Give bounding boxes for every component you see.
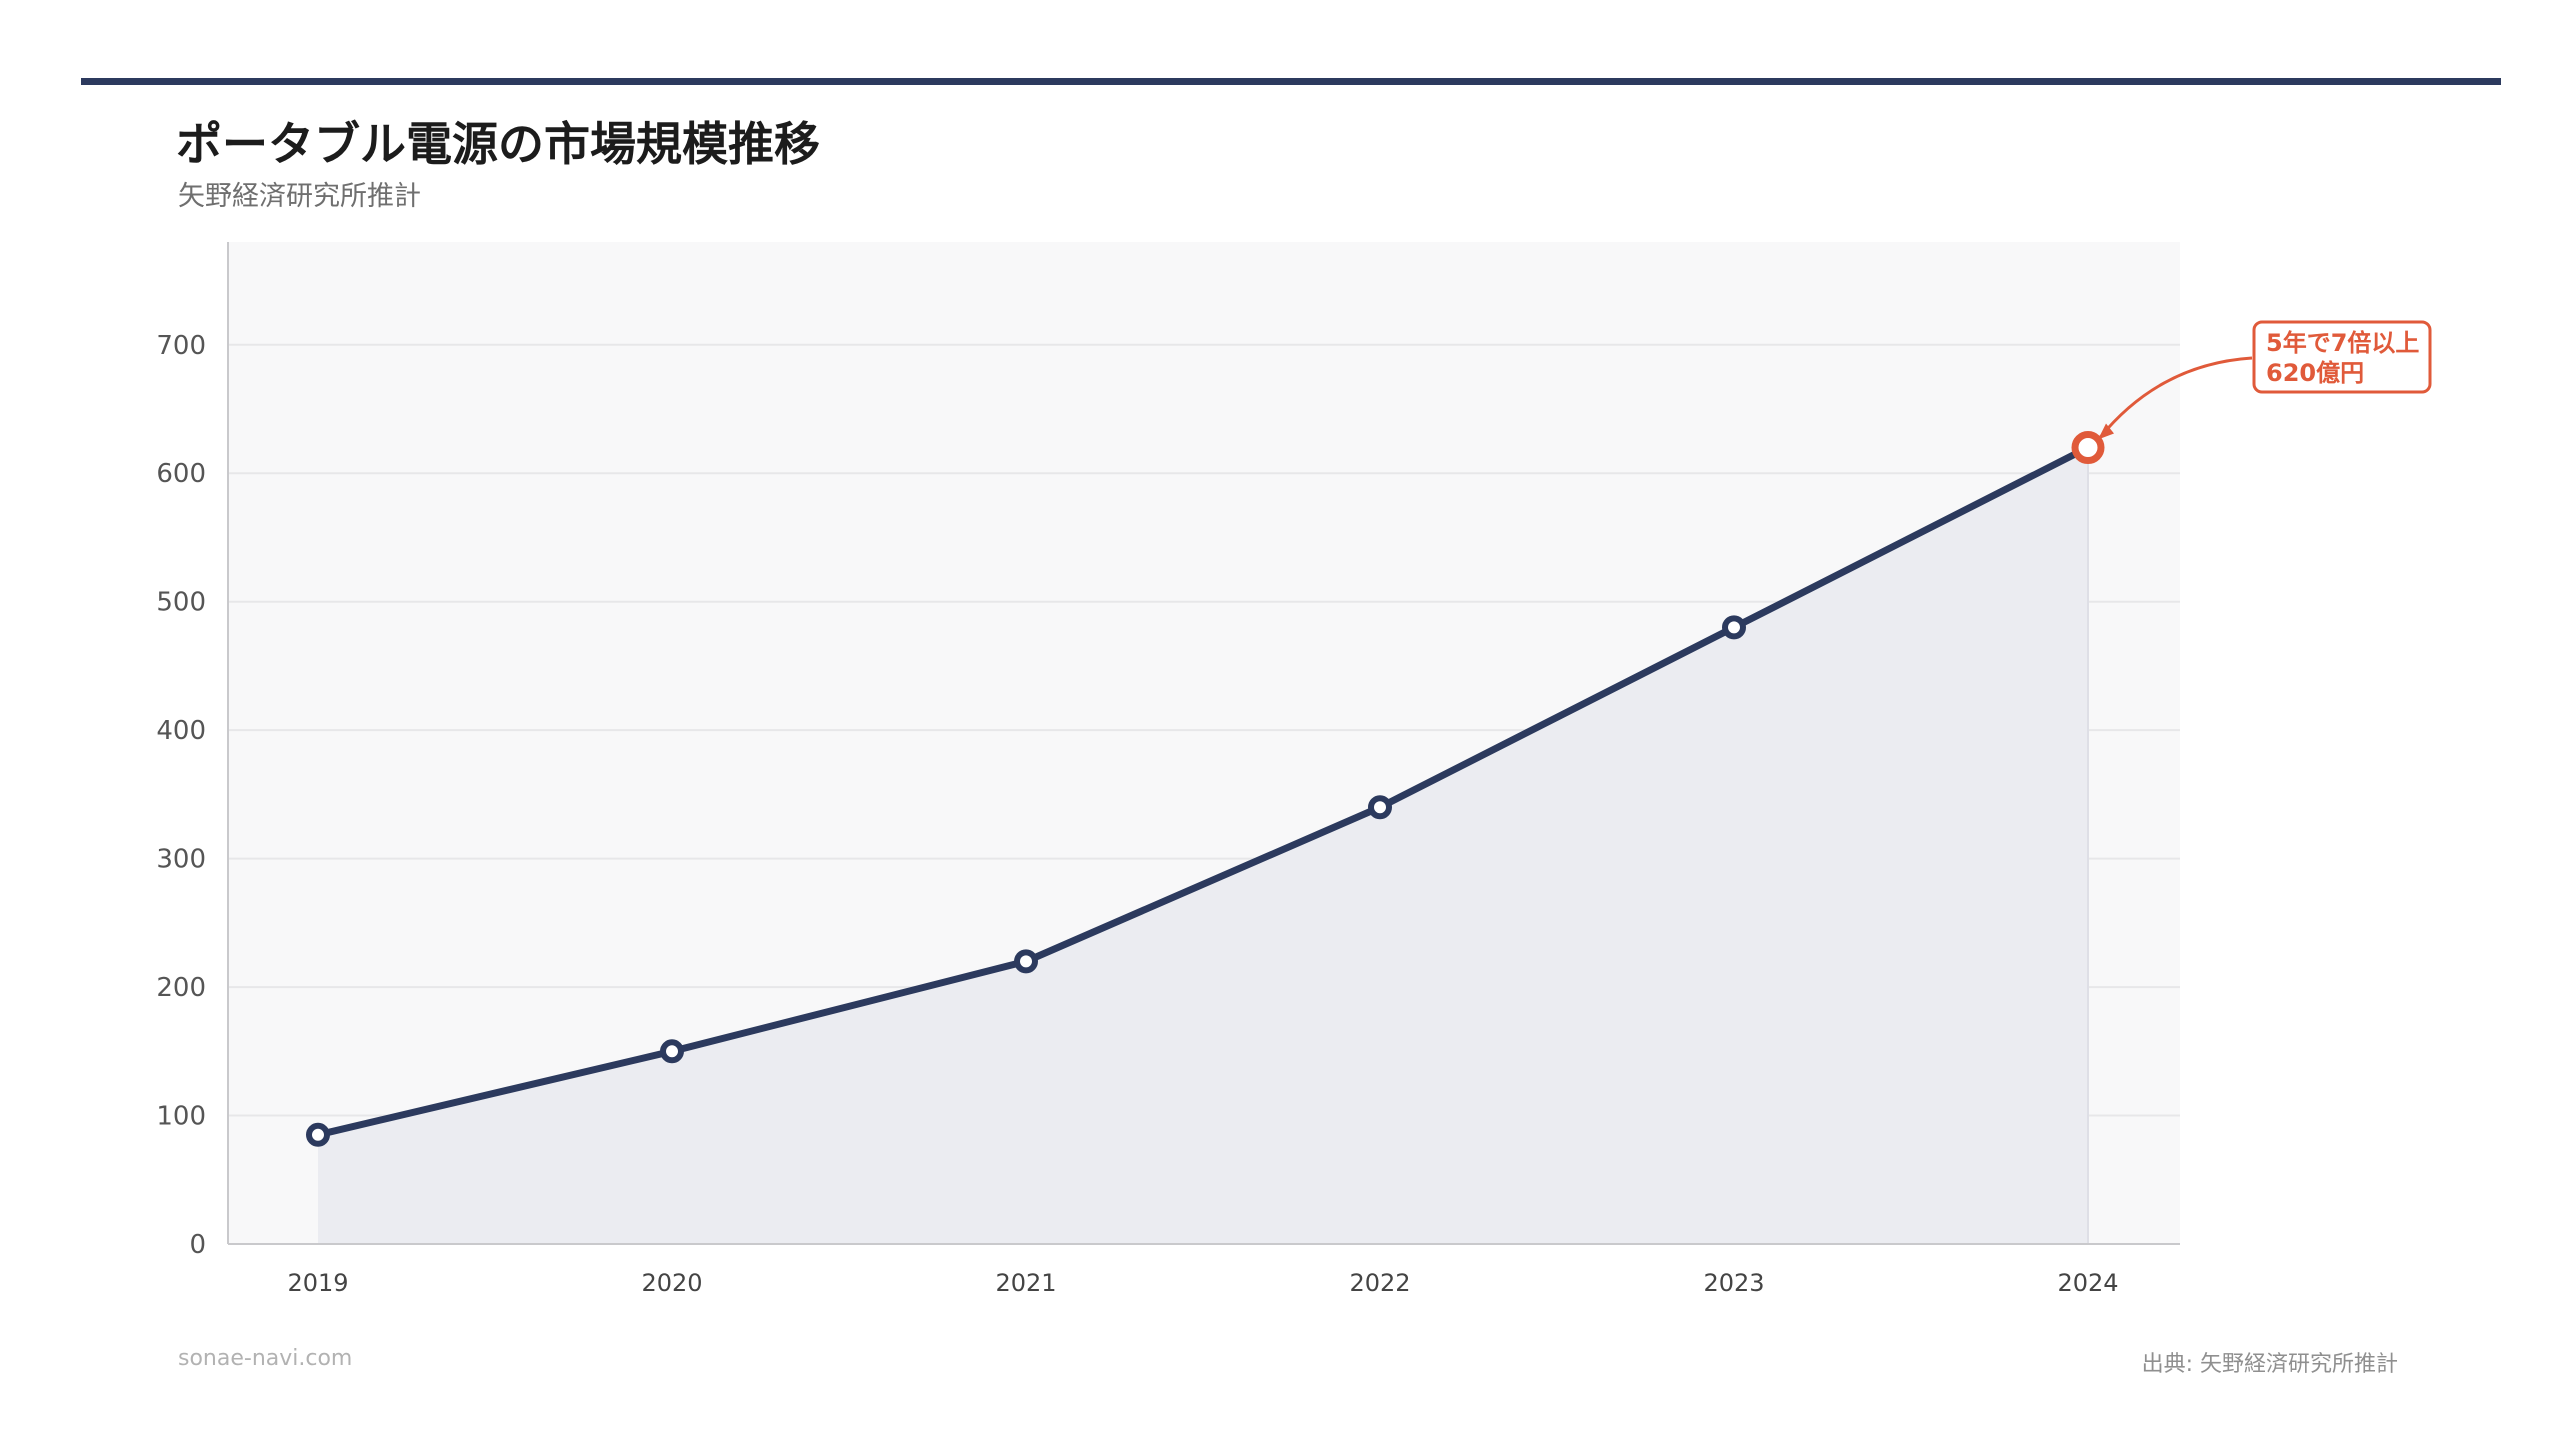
footer-source: 出典: 矢野経済研究所推計 (2141, 1352, 2398, 1377)
data-point-highlight (2071, 431, 2105, 465)
y-tick-label: 400 (156, 716, 206, 746)
series-area (318, 447, 2088, 1244)
top-rule (81, 78, 2501, 85)
chart-title: ポータブル電源の市場規模推移 (176, 117, 820, 171)
data-point (1368, 795, 1392, 820)
x-tick-label: 2021 (995, 1269, 1056, 1297)
x-tick-label: 2019 (287, 1269, 348, 1297)
annotation-arrow (2098, 356, 2253, 439)
x-tick-label: 2024 (2057, 1269, 2118, 1297)
data-point (1722, 615, 1746, 640)
data-points (306, 431, 2105, 1147)
y-tick-label: 600 (156, 459, 206, 489)
x-tick-label: 2022 (1349, 1269, 1410, 1297)
data-point (306, 1122, 330, 1147)
y-tick-label: 700 (156, 331, 206, 361)
x-tick-label: 2023 (1703, 1269, 1764, 1297)
y-tick-label: 0 (189, 1230, 206, 1260)
data-point (1014, 949, 1038, 974)
y-tick-label: 200 (156, 973, 206, 1003)
annotation: 5年で7倍以上 620億円 (2098, 320, 2432, 440)
data-point (660, 1039, 684, 1064)
y-tick-label: 300 (156, 845, 206, 875)
y-tick-label: 100 (156, 1102, 206, 1132)
footer-site: sonae-navi.com (178, 1346, 353, 1371)
y-tick-labels: 0 100 200 300 400 500 600 700 (156, 331, 206, 1260)
x-tick-labels: 2019 2020 2021 2022 2023 2024 (287, 1269, 2118, 1297)
annotation-line-2: 620億円 (2266, 359, 2364, 387)
annotation-arrowhead (2098, 423, 2114, 440)
annotation-line-1: 5年で7倍以上 (2266, 329, 2419, 357)
annotation-box (2252, 320, 2432, 394)
series-line (314, 444, 2092, 1139)
y-tick-label: 500 (156, 588, 206, 618)
x-tick-label: 2020 (641, 1269, 702, 1297)
chart-subtitle: 矢野経済研究所推計 (178, 181, 421, 212)
